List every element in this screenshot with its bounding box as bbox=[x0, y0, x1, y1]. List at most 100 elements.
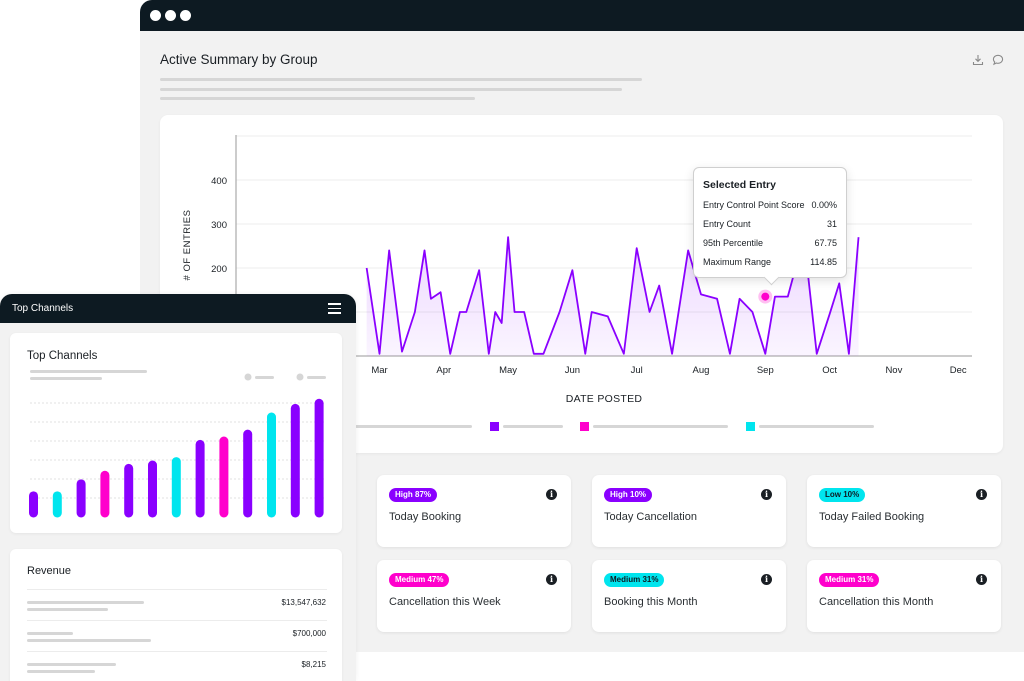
tooltip-row-value: 0.00% bbox=[811, 200, 837, 210]
x-tick-label: Mar bbox=[371, 365, 387, 376]
x-tick-label: Jun bbox=[565, 365, 580, 376]
placeholder-line bbox=[160, 97, 475, 100]
legend-line bbox=[759, 425, 874, 428]
tooltip-row-value: 67.75 bbox=[814, 238, 837, 248]
stat-card[interactable]: High 87% i Today Booking bbox=[377, 475, 571, 547]
top-channels-card: Top Channels bbox=[10, 333, 342, 533]
x-tick-label: Dec bbox=[950, 365, 967, 376]
placeholder-line bbox=[27, 632, 73, 635]
card-title: Top Channels bbox=[27, 350, 98, 362]
window-control-dot[interactable] bbox=[180, 10, 191, 21]
x-axis-label: DATE POSTED bbox=[566, 393, 643, 405]
side-window-title: Top Channels bbox=[12, 303, 74, 314]
info-icon[interactable]: i bbox=[976, 574, 987, 585]
y-tick-label: 300 bbox=[211, 220, 227, 231]
legend-dot bbox=[244, 373, 252, 381]
placeholder-line bbox=[160, 88, 622, 91]
placeholder-line bbox=[27, 670, 95, 673]
stat-label: Today Cancellation bbox=[604, 511, 697, 523]
info-icon[interactable]: i bbox=[761, 574, 772, 585]
x-tick-label: Apr bbox=[436, 365, 451, 376]
bar-chart bbox=[29, 373, 326, 518]
status-badge: High 10% bbox=[604, 488, 653, 502]
stat-label: Booking this Month bbox=[604, 596, 698, 608]
revenue-value: $8,215 bbox=[301, 660, 326, 669]
x-tick-label: Sep bbox=[757, 365, 774, 376]
tooltip-row: 95th Percentile 67.75 bbox=[703, 238, 837, 248]
header-actions bbox=[972, 54, 1004, 66]
x-tick-label: Nov bbox=[885, 365, 902, 376]
placeholder-line bbox=[160, 78, 642, 81]
legend-line bbox=[503, 425, 563, 428]
window-control-dot[interactable] bbox=[150, 10, 161, 21]
revenue-value: $700,000 bbox=[292, 629, 326, 638]
legend-swatch bbox=[580, 422, 589, 431]
tooltip-row-label: Maximum Range bbox=[703, 257, 772, 267]
stat-card[interactable]: High 10% i Today Cancellation bbox=[592, 475, 786, 547]
status-badge: Medium 47% bbox=[389, 573, 450, 587]
card-title: Revenue bbox=[27, 565, 72, 577]
page-title: Active Summary by Group bbox=[160, 52, 318, 67]
legend-line bbox=[593, 425, 728, 428]
tooltip-title: Selected Entry bbox=[703, 179, 776, 191]
x-tick-label: Jul bbox=[631, 365, 643, 376]
tooltip-row-value: 31 bbox=[826, 219, 837, 229]
menu-icon[interactable] bbox=[328, 303, 341, 317]
y-tick-label: 200 bbox=[211, 264, 227, 275]
placeholder-line bbox=[27, 663, 116, 666]
status-badge: Medium 31% bbox=[819, 573, 880, 587]
info-icon[interactable]: i bbox=[761, 489, 772, 500]
placeholder-line bbox=[27, 639, 151, 642]
placeholder-line bbox=[27, 601, 144, 604]
selected-entry-tooltip: Selected Entry Entry Control Point Score… bbox=[693, 167, 847, 286]
info-icon[interactable]: i bbox=[976, 489, 987, 500]
side-title-bar: Top Channels bbox=[0, 294, 356, 323]
tooltip-row: Maximum Range 114.85 bbox=[703, 257, 837, 267]
line-chart: 200 300 400 # OF ENTRIES Mar Apr May Jun Jul Aug S… bbox=[182, 135, 972, 431]
legend-swatch bbox=[746, 422, 755, 431]
legend-swatch bbox=[490, 422, 499, 431]
stat-card[interactable]: Medium 47% i Cancellation this Week bbox=[377, 560, 571, 632]
tooltip-row-value: 114.85 bbox=[810, 257, 837, 267]
download-icon[interactable] bbox=[972, 54, 984, 66]
placeholder-line bbox=[30, 370, 147, 373]
stat-label: Today Failed Booking bbox=[819, 511, 925, 523]
series-line bbox=[365, 236, 860, 355]
legend-dot bbox=[296, 373, 304, 381]
selected-point bbox=[761, 292, 770, 301]
y-tick-label: 400 bbox=[211, 176, 227, 187]
comment-icon[interactable] bbox=[992, 54, 1004, 66]
stat-card[interactable]: Low 10% i Today Failed Booking bbox=[807, 475, 1001, 547]
info-icon[interactable]: i bbox=[546, 574, 557, 585]
legend-line bbox=[255, 376, 274, 379]
y-axis-label: # OF ENTRIES bbox=[182, 210, 193, 281]
stat-label: Cancellation this Month bbox=[819, 596, 934, 608]
revenue-row: $8,215 bbox=[27, 651, 327, 681]
x-tick-label: Aug bbox=[693, 365, 710, 376]
status-badge: Low 10% bbox=[819, 488, 866, 502]
window-control-dot[interactable] bbox=[165, 10, 176, 21]
revenue-row: $700,000 bbox=[27, 620, 327, 652]
stat-card[interactable]: Medium 31% i Cancellation this Month bbox=[807, 560, 1001, 632]
legend-line bbox=[307, 376, 326, 379]
legend-line bbox=[355, 425, 472, 428]
revenue-row: $13,547,632 bbox=[27, 589, 327, 621]
placeholder-line bbox=[27, 608, 108, 611]
tooltip-row-label: Entry Count bbox=[703, 219, 751, 229]
status-badge: High 87% bbox=[389, 488, 438, 502]
status-badge: Medium 31% bbox=[604, 573, 665, 587]
stat-card[interactable]: Medium 31% i Booking this Month bbox=[592, 560, 786, 632]
x-tick-label: Oct bbox=[822, 365, 837, 376]
revenue-value: $13,547,632 bbox=[281, 598, 327, 607]
tooltip-row: Entry Count 31 bbox=[703, 219, 837, 229]
stat-label: Cancellation this Week bbox=[389, 596, 501, 608]
top-channels-window: Top Channels Top Channels Revenue $13,54… bbox=[0, 294, 356, 681]
x-tick-label: May bbox=[499, 365, 517, 376]
stat-label: Today Booking bbox=[389, 511, 462, 523]
tooltip-row-label: Entry Control Point Score bbox=[703, 200, 805, 210]
revenue-card: Revenue $13,547,632 $700,000 $8,215 bbox=[10, 549, 342, 681]
title-bar bbox=[140, 0, 1024, 31]
tooltip-row: Entry Control Point Score 0.00% bbox=[703, 200, 837, 210]
info-icon[interactable]: i bbox=[546, 489, 557, 500]
tooltip-row-label: 95th Percentile bbox=[703, 238, 764, 248]
